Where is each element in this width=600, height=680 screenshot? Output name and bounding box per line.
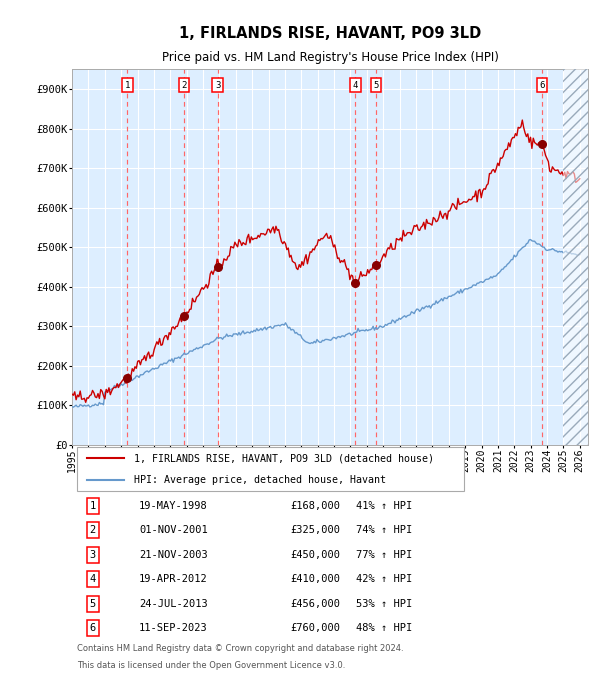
- Text: 3: 3: [215, 81, 220, 90]
- Text: £456,000: £456,000: [290, 599, 340, 609]
- Text: 19-MAY-1998: 19-MAY-1998: [139, 501, 208, 511]
- Text: 1, FIRLANDS RISE, HAVANT, PO9 3LD (detached house): 1, FIRLANDS RISE, HAVANT, PO9 3LD (detac…: [134, 454, 434, 464]
- Text: £760,000: £760,000: [290, 624, 340, 633]
- Text: 53% ↑ HPI: 53% ↑ HPI: [356, 599, 412, 609]
- Text: 4: 4: [89, 575, 96, 584]
- Text: 74% ↑ HPI: 74% ↑ HPI: [356, 526, 412, 535]
- Text: 6: 6: [539, 81, 545, 90]
- Text: £325,000: £325,000: [290, 526, 340, 535]
- Text: 1: 1: [89, 501, 96, 511]
- Text: HPI: Average price, detached house, Havant: HPI: Average price, detached house, Hava…: [134, 475, 386, 485]
- Text: £450,000: £450,000: [290, 550, 340, 560]
- Text: 21-NOV-2003: 21-NOV-2003: [139, 550, 208, 560]
- Text: 5: 5: [373, 81, 379, 90]
- Text: 41% ↑ HPI: 41% ↑ HPI: [356, 501, 412, 511]
- Text: 5: 5: [89, 599, 96, 609]
- Text: 3: 3: [89, 550, 96, 560]
- Text: 1: 1: [125, 81, 130, 90]
- Text: 42% ↑ HPI: 42% ↑ HPI: [356, 575, 412, 584]
- Text: 11-SEP-2023: 11-SEP-2023: [139, 624, 208, 633]
- Text: 24-JUL-2013: 24-JUL-2013: [139, 599, 208, 609]
- Text: Contains HM Land Registry data © Crown copyright and database right 2024.: Contains HM Land Registry data © Crown c…: [77, 644, 404, 653]
- Text: 4: 4: [353, 81, 358, 90]
- Text: 48% ↑ HPI: 48% ↑ HPI: [356, 624, 412, 633]
- Text: 2: 2: [89, 526, 96, 535]
- Text: This data is licensed under the Open Government Licence v3.0.: This data is licensed under the Open Gov…: [77, 660, 346, 670]
- Text: 77% ↑ HPI: 77% ↑ HPI: [356, 550, 412, 560]
- FancyBboxPatch shape: [77, 447, 464, 491]
- Text: 01-NOV-2001: 01-NOV-2001: [139, 526, 208, 535]
- Text: £410,000: £410,000: [290, 575, 340, 584]
- Text: 19-APR-2012: 19-APR-2012: [139, 575, 208, 584]
- Text: 1, FIRLANDS RISE, HAVANT, PO9 3LD: 1, FIRLANDS RISE, HAVANT, PO9 3LD: [179, 26, 481, 41]
- Text: 2: 2: [181, 81, 187, 90]
- Text: Price paid vs. HM Land Registry's House Price Index (HPI): Price paid vs. HM Land Registry's House …: [161, 52, 499, 65]
- Text: 6: 6: [89, 624, 96, 633]
- Text: £168,000: £168,000: [290, 501, 340, 511]
- Bar: [563, 69, 588, 445]
- Bar: [563, 69, 588, 445]
